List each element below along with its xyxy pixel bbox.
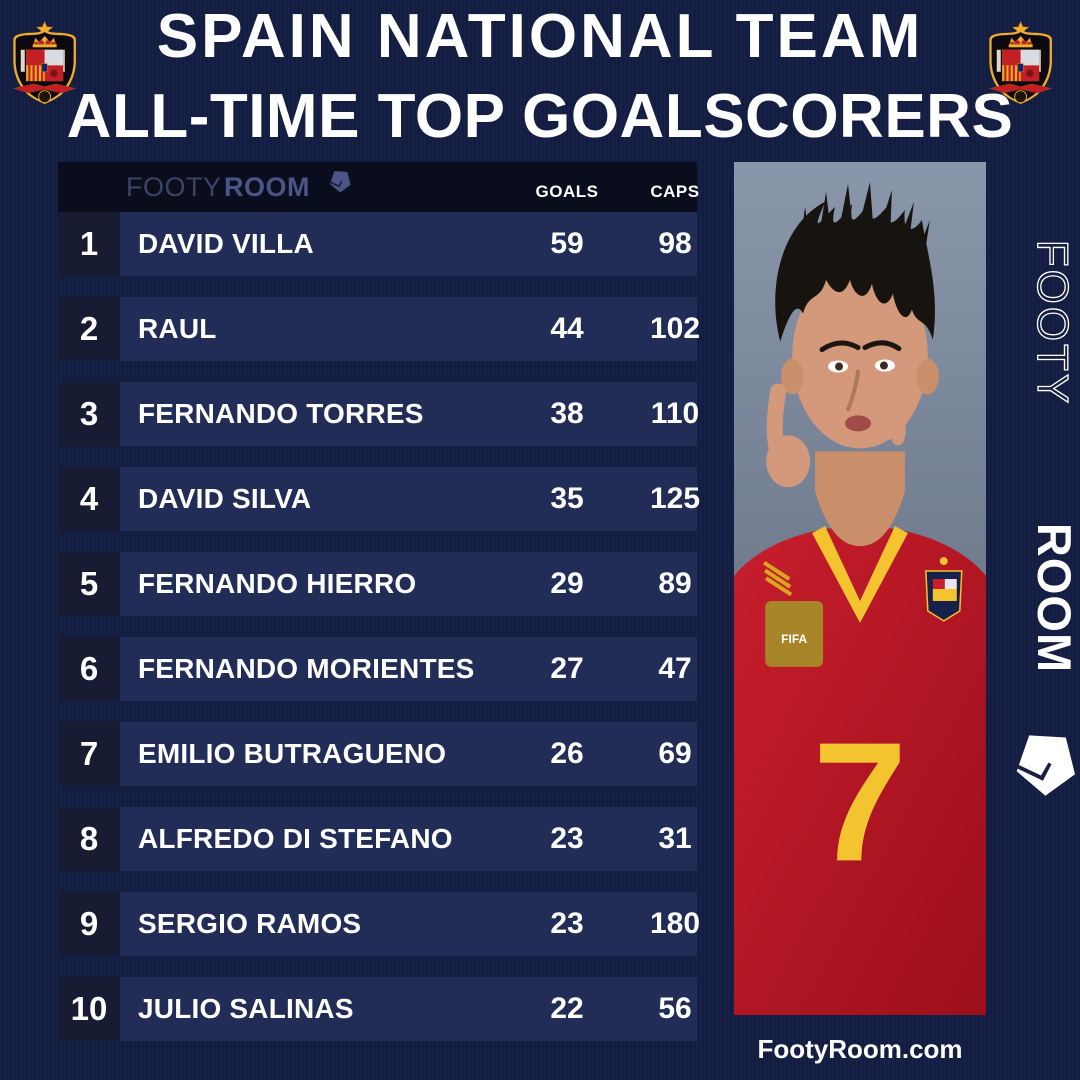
svg-text:ROOM: ROOM <box>1028 523 1076 673</box>
svg-text:FOOTY: FOOTY <box>126 172 222 202</box>
svg-text:ROOM: ROOM <box>224 172 310 202</box>
svg-text:FOOTY: FOOTY <box>1028 240 1076 407</box>
svg-text:FIFA: FIFA <box>781 632 807 646</box>
svg-text:7: 7 <box>813 706 907 896</box>
